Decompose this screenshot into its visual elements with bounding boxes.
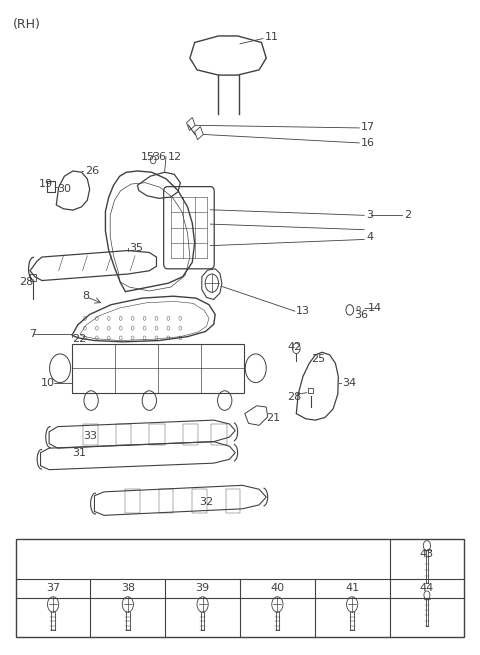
Text: 26: 26	[85, 166, 99, 176]
Text: 19: 19	[38, 179, 53, 189]
Text: 36: 36	[355, 310, 369, 320]
Text: 25: 25	[312, 354, 326, 364]
Text: 12: 12	[168, 151, 181, 162]
Text: 41: 41	[345, 584, 359, 593]
Text: 3: 3	[366, 210, 373, 220]
Text: 8: 8	[83, 291, 90, 301]
Text: 44: 44	[420, 584, 434, 593]
Text: 42: 42	[288, 342, 302, 352]
Text: 43: 43	[420, 549, 434, 559]
Text: 36: 36	[152, 151, 166, 162]
Text: 34: 34	[343, 378, 357, 388]
Text: 33: 33	[84, 432, 97, 441]
Text: 22: 22	[72, 334, 86, 345]
Text: 16: 16	[361, 138, 375, 148]
Text: 37: 37	[46, 584, 60, 593]
Text: 14: 14	[368, 303, 382, 313]
Text: 28: 28	[287, 392, 301, 402]
Text: 15: 15	[141, 151, 155, 162]
Text: 31: 31	[72, 448, 86, 458]
Text: 17: 17	[361, 122, 375, 132]
Text: (RH): (RH)	[13, 18, 41, 31]
Text: 13: 13	[296, 306, 310, 316]
Text: 4: 4	[366, 233, 373, 242]
Text: 38: 38	[121, 584, 135, 593]
Text: o: o	[356, 304, 360, 313]
Text: 2: 2	[404, 210, 411, 220]
Text: 30: 30	[57, 184, 71, 195]
Text: 10: 10	[40, 378, 55, 388]
Text: 11: 11	[265, 32, 279, 43]
Text: 40: 40	[270, 584, 285, 593]
Text: 32: 32	[199, 497, 214, 507]
Text: 39: 39	[195, 584, 210, 593]
Text: 35: 35	[129, 243, 144, 253]
Text: —: —	[363, 303, 374, 314]
Text: 28: 28	[20, 277, 34, 287]
Text: 21: 21	[266, 413, 280, 422]
Text: 7: 7	[29, 329, 36, 339]
